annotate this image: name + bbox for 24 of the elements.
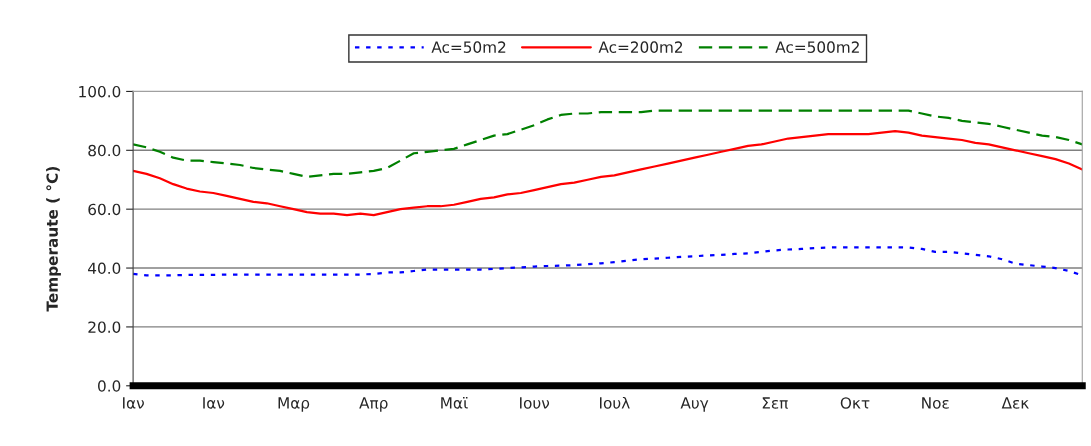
x-tick-label: Δεκ	[1001, 397, 1029, 409]
x-tick-label: Ιαν	[203, 397, 225, 409]
y-tick-label: 80.0	[88, 144, 121, 157]
y-axis-title: Temperaute ( °C)	[46, 167, 61, 312]
legend-label: Ac=50m2	[431, 41, 506, 53]
x-tick-label: Οκτ	[840, 397, 870, 409]
y-tick-label: 40.0	[88, 262, 121, 275]
y-tick-label: 20.0	[88, 321, 121, 333]
line-series	[133, 109, 1083, 178]
y-tick-label: 100.0	[79, 85, 121, 98]
x-tick-label: Νοε	[922, 397, 949, 409]
x-tick-label: Απρ	[359, 397, 388, 412]
x-tick-label: Αυγ	[680, 397, 709, 412]
line-series	[133, 130, 1083, 217]
x-tick-label: Ιαν	[123, 397, 144, 409]
x-tick-label: Μαϊ	[441, 396, 468, 409]
legend-label: Ac=500m2	[775, 41, 859, 53]
y-tick-label: 0.0	[98, 380, 121, 392]
legend-label: Ac=200m2	[598, 41, 683, 53]
y-tick-label: 60.0	[88, 203, 121, 216]
x-tick-label: Ιουν	[520, 397, 550, 409]
x-tick-label: Σεπ	[762, 397, 788, 409]
x-tick-label: Μαρ	[278, 397, 310, 412]
x-tick-label: Ιουλ	[600, 396, 630, 409]
